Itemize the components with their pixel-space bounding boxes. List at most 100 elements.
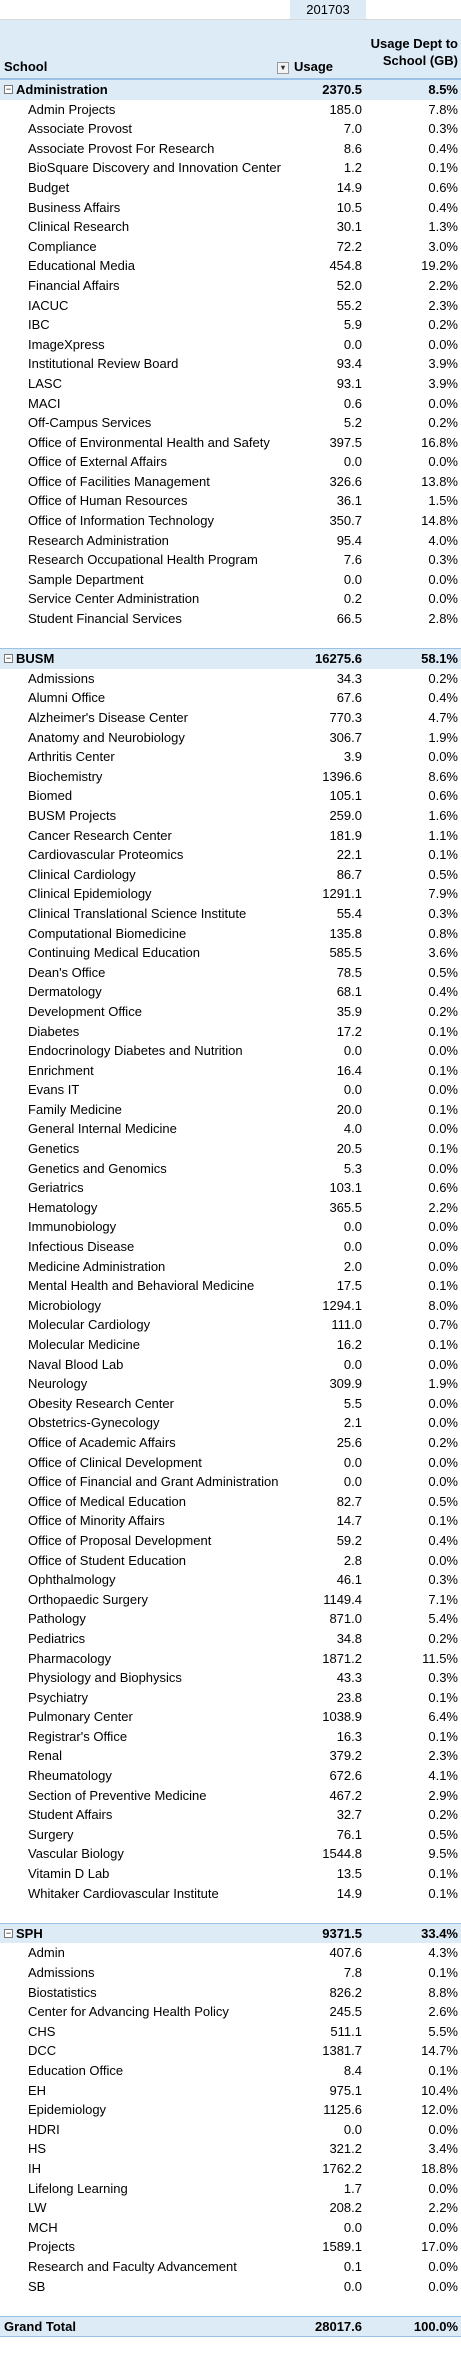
- table-row[interactable]: Epidemiology 1125.6 12.0%: [0, 2100, 461, 2120]
- table-row[interactable]: BUSM Projects 259.0 1.6%: [0, 806, 461, 826]
- department-name[interactable]: − BUSM: [0, 649, 290, 669]
- table-row[interactable]: Admin 407.6 4.3%: [0, 1943, 461, 1963]
- table-row[interactable]: Off-Campus Services 5.2 0.2%: [0, 413, 461, 433]
- table-row[interactable]: Dermatology 68.1 0.4%: [0, 982, 461, 1002]
- table-row[interactable]: Student Affairs 32.7 0.2%: [0, 1805, 461, 1825]
- table-row[interactable]: Rheumatology 672.6 4.1%: [0, 1766, 461, 1786]
- table-row[interactable]: Office of Facilities Management 326.6 13.8…: [0, 472, 461, 492]
- table-row[interactable]: Sample Department 0.0 0.0%: [0, 570, 461, 590]
- table-row[interactable]: Genetics and Genomics 5.3 0.0%: [0, 1159, 461, 1179]
- table-row[interactable]: Admissions 34.3 0.2%: [0, 669, 461, 689]
- table-row[interactable]: Continuing Medical Education 585.5 3.6%: [0, 943, 461, 963]
- table-row[interactable]: Office of Clinical Development 0.0 0.0%: [0, 1453, 461, 1473]
- table-row[interactable]: Renal 379.2 2.3%: [0, 1746, 461, 1766]
- table-row[interactable]: Office of Medical Education 82.7 0.5%: [0, 1492, 461, 1512]
- table-row[interactable]: Clinical Cardiology 86.7 0.5%: [0, 865, 461, 885]
- table-row[interactable]: HDRI 0.0 0.0%: [0, 2120, 461, 2140]
- table-row[interactable]: General Internal Medicine 4.0 0.0%: [0, 1119, 461, 1139]
- table-row[interactable]: LASC 93.1 3.9%: [0, 374, 461, 394]
- filter-dropdown-icon[interactable]: ▾: [277, 62, 289, 74]
- table-row[interactable]: Alumni Office 67.6 0.4%: [0, 688, 461, 708]
- table-row[interactable]: Pulmonary Center 1038.9 6.4%: [0, 1707, 461, 1727]
- table-row[interactable]: Development Office 35.9 0.2%: [0, 1002, 461, 1022]
- table-row[interactable]: Projects 1589.1 17.0%: [0, 2237, 461, 2257]
- table-row[interactable]: Biomed 105.1 0.6%: [0, 786, 461, 806]
- collapse-toggle-icon[interactable]: −: [4, 84, 13, 95]
- table-row[interactable]: EH 975.1 10.4%: [0, 2081, 461, 2101]
- table-row[interactable]: Lifelong Learning 1.7 0.0%: [0, 2179, 461, 2199]
- table-row[interactable]: Office of Minority Affairs 14.7 0.1%: [0, 1511, 461, 1531]
- table-row[interactable]: Research and Faculty Advancement 0.1 0.0%: [0, 2257, 461, 2277]
- table-row[interactable]: Compliance 72.2 3.0%: [0, 237, 461, 257]
- table-row[interactable]: Educational Media 454.8 19.2%: [0, 256, 461, 276]
- table-row[interactable]: Diabetes 17.2 0.1%: [0, 1022, 461, 1042]
- table-row[interactable]: Associate Provost For Research 8.6 0.4%: [0, 139, 461, 159]
- period-label[interactable]: 201703: [290, 0, 366, 19]
- table-row[interactable]: BioSquare Discovery and Innovation Cente…: [0, 158, 461, 178]
- table-row[interactable]: Hematology 365.5 2.2%: [0, 1198, 461, 1218]
- school-header[interactable]: School: [4, 59, 48, 74]
- table-row[interactable]: Admissions 7.8 0.1%: [0, 1963, 461, 1983]
- table-row[interactable]: Admin Projects 185.0 7.8%: [0, 100, 461, 120]
- table-row[interactable]: Biostatistics 826.2 8.8%: [0, 1983, 461, 2003]
- table-row[interactable]: Infectious Disease 0.0 0.0%: [0, 1237, 461, 1257]
- table-row[interactable]: Research Administration 95.4 4.0%: [0, 531, 461, 551]
- table-row[interactable]: Computational Biomedicine 135.8 0.8%: [0, 924, 461, 944]
- table-row[interactable]: Psychiatry 23.8 0.1%: [0, 1688, 461, 1708]
- table-row[interactable]: Registrar's Office 16.3 0.1%: [0, 1727, 461, 1747]
- table-row[interactable]: Evans IT 0.0 0.0%: [0, 1080, 461, 1100]
- table-row[interactable]: Vitamin D Lab 13.5 0.1%: [0, 1864, 461, 1884]
- table-row[interactable]: Office of Proposal Development 59.2 0.4%: [0, 1531, 461, 1551]
- table-row[interactable]: Naval Blood Lab 0.0 0.0%: [0, 1355, 461, 1375]
- table-row[interactable]: Associate Provost 7.0 0.3%: [0, 119, 461, 139]
- collapse-toggle-icon[interactable]: −: [4, 1927, 13, 1938]
- table-row[interactable]: Pharmacology 1871.2 11.5%: [0, 1649, 461, 1669]
- table-row[interactable]: LW 208.2 2.2%: [0, 2198, 461, 2218]
- table-row[interactable]: Center for Advancing Health Policy 245.5 2…: [0, 2002, 461, 2022]
- table-row[interactable]: Institutional Review Board 93.4 3.9%: [0, 354, 461, 374]
- table-row[interactable]: Geriatrics 103.1 0.6%: [0, 1178, 461, 1198]
- table-row[interactable]: Anatomy and Neurobiology 306.7 1.9%: [0, 728, 461, 748]
- department-row[interactable]: − BUSM 16275.6 58.1%: [0, 648, 461, 669]
- table-row[interactable]: ImageXpress 0.0 0.0%: [0, 335, 461, 355]
- table-row[interactable]: MACI 0.6 0.0%: [0, 394, 461, 414]
- table-row[interactable]: Endocrinology Diabetes and Nutrition 0.0 0…: [0, 1041, 461, 1061]
- table-row[interactable]: Family Medicine 20.0 0.1%: [0, 1100, 461, 1120]
- table-row[interactable]: Biochemistry 1396.6 8.6%: [0, 767, 461, 787]
- table-row[interactable]: Clinical Translational Science Institute…: [0, 904, 461, 924]
- table-row[interactable]: IBC 5.9 0.2%: [0, 315, 461, 335]
- table-row[interactable]: Arthritis Center 3.9 0.0%: [0, 747, 461, 767]
- table-row[interactable]: Section of Preventive Medicine 467.2 2.9%: [0, 1786, 461, 1806]
- table-row[interactable]: Financial Affairs 52.0 2.2%: [0, 276, 461, 296]
- table-row[interactable]: Office of Environmental Health and Safet…: [0, 433, 461, 453]
- table-row[interactable]: Cancer Research Center 181.9 1.1%: [0, 826, 461, 846]
- department-row[interactable]: − Administration 2370.5 8.5%: [0, 79, 461, 100]
- table-row[interactable]: Neurology 309.9 1.9%: [0, 1374, 461, 1394]
- table-row[interactable]: DCC 1381.7 14.7%: [0, 2041, 461, 2061]
- table-row[interactable]: Vascular Biology 1544.8 9.5%: [0, 1844, 461, 1864]
- table-row[interactable]: Physiology and Biophysics 43.3 0.3%: [0, 1668, 461, 1688]
- table-row[interactable]: Education Office 8.4 0.1%: [0, 2061, 461, 2081]
- table-row[interactable]: Obstetrics-Gynecology 2.1 0.0%: [0, 1413, 461, 1433]
- table-row[interactable]: IH 1762.2 18.8%: [0, 2159, 461, 2179]
- table-row[interactable]: Clinical Research 30.1 1.3%: [0, 217, 461, 237]
- table-row[interactable]: Obesity Research Center 5.5 0.0%: [0, 1394, 461, 1414]
- table-row[interactable]: Whitaker Cardiovascular Institute 14.9 0.1…: [0, 1884, 461, 1904]
- table-row[interactable]: Clinical Epidemiology 1291.1 7.9%: [0, 884, 461, 904]
- table-row[interactable]: Orthopaedic Surgery 1149.4 7.1%: [0, 1590, 461, 1610]
- table-row[interactable]: Alzheimer's Disease Center 770.3 4.7%: [0, 708, 461, 728]
- table-row[interactable]: Student Financial Services 66.5 2.8%: [0, 609, 461, 629]
- table-row[interactable]: Ophthalmology 46.1 0.3%: [0, 1570, 461, 1590]
- table-row[interactable]: Office of Student Education 2.8 0.0%: [0, 1551, 461, 1571]
- table-row[interactable]: Medicine Administration 2.0 0.0%: [0, 1257, 461, 1277]
- table-row[interactable]: Office of External Affairs 0.0 0.0%: [0, 452, 461, 472]
- table-row[interactable]: Microbiology 1294.1 8.0%: [0, 1296, 461, 1316]
- table-row[interactable]: Office of Information Technology 350.7 14.…: [0, 511, 461, 531]
- table-row[interactable]: Surgery 76.1 0.5%: [0, 1825, 461, 1845]
- department-row[interactable]: − SPH 9371.5 33.4%: [0, 1922, 461, 1944]
- table-row[interactable]: Pathology 871.0 5.4%: [0, 1609, 461, 1629]
- usage-header[interactable]: ▾ Usage: [277, 20, 366, 78]
- table-row[interactable]: Office of Academic Affairs 25.6 0.2%: [0, 1433, 461, 1453]
- table-row[interactable]: IACUC 55.2 2.3%: [0, 296, 461, 316]
- table-row[interactable]: MCH 0.0 0.0%: [0, 2218, 461, 2238]
